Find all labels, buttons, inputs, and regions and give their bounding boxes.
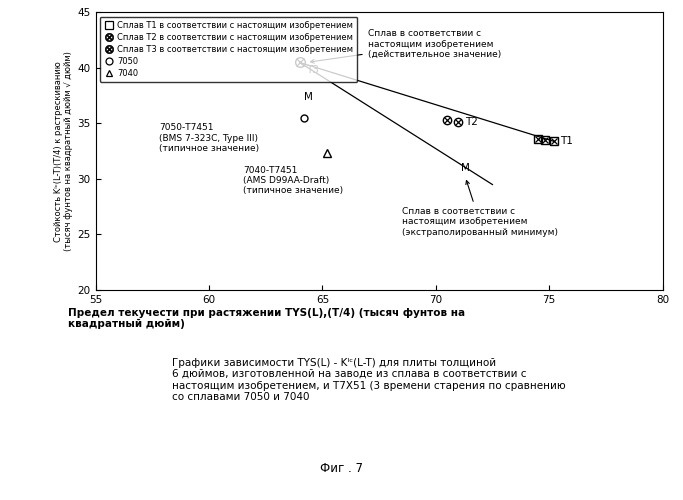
- Text: T2: T2: [465, 118, 478, 128]
- Text: T3: T3: [307, 64, 320, 74]
- Text: Графики зависимости TYS(L) - Kᴵᶜ(L-T) для плиты толщиной
6 дюймов, изготовленной: Графики зависимости TYS(L) - Kᴵᶜ(L-T) дл…: [172, 358, 566, 403]
- Text: Фиг . 7: Фиг . 7: [320, 462, 363, 475]
- Text: M: M: [305, 92, 313, 102]
- Text: 7040-Т7451
(AMS D99AA-Draft)
(типичное значение): 7040-Т7451 (AMS D99AA-Draft) (типичное з…: [243, 166, 343, 196]
- Text: Сплав в соответствии с
настоящим изобретением
(действительное значение): Сплав в соответствии с настоящим изобрет…: [311, 29, 501, 63]
- Legend: Сплав Т1 в соответствии с настоящим изобретением, Сплав Т2 в соответствии с наст: Сплав Т1 в соответствии с настоящим изоб…: [100, 16, 357, 82]
- Text: M: M: [461, 164, 470, 173]
- Text: 7050-Т7451
(BMS 7-323C, Type III)
(типичное значение): 7050-Т7451 (BMS 7-323C, Type III) (типич…: [159, 124, 260, 154]
- Text: Предел текучести при растяжении TYS(L),(T/4) (тысяч фунтов на
квадратный дюйм): Предел текучести при растяжении TYS(L),(…: [68, 308, 465, 329]
- Text: Сплав в соответствии с
настоящим изобретением
(экстраполированный минимум): Сплав в соответствии с настоящим изобрет…: [402, 180, 558, 236]
- Y-axis label: Стойкость Kᴵᶜ(L-T)(T/4) к растрескиванию
(тысяч фунтов на квадратный дюйм √ дюйм: Стойкость Kᴵᶜ(L-T)(T/4) к растрескиванию…: [54, 52, 73, 251]
- Text: T1: T1: [561, 136, 573, 146]
